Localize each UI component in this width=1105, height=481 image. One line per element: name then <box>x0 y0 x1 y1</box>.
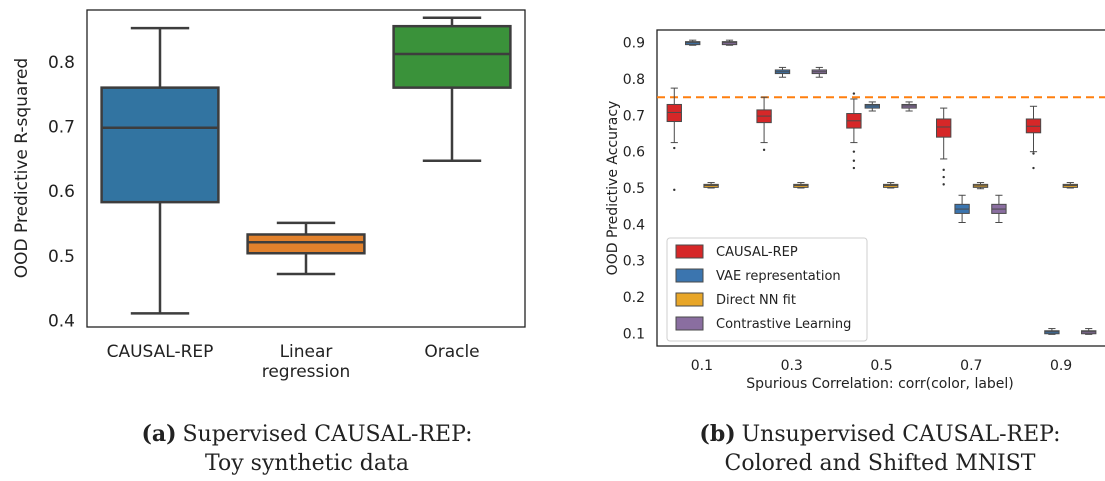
x-tick-label-line: CAUSAL-REP <box>107 342 214 362</box>
y-tick-label: 0.8 <box>623 72 645 88</box>
outlier-point <box>852 150 856 153</box>
legend-label: Direct NN fit <box>716 293 796 308</box>
outlier-point <box>852 92 856 95</box>
x-tick-label: Oracle <box>424 342 479 362</box>
caption-a-text: Supervised CAUSAL-REP: <box>183 422 473 447</box>
panel-b-y-ticks: 0.1 0.2 0.3 0.4 0.5 0.6 0.7 0.8 0.9 <box>623 36 645 343</box>
caption-b-line1: (b) Unsupervised CAUSAL-REP: <box>699 421 1060 447</box>
box <box>246 233 366 255</box>
panel-b-chart: 0.1 0.2 0.3 0.4 0.5 0.6 0.7 0.8 0.9 0.1 0.3 0.5 0.7… <box>605 29 1105 392</box>
panel-b-boxes <box>666 39 1097 335</box>
y-tick-label: 0.4 <box>623 217 645 233</box>
x-tick-label: 0.3 <box>781 358 803 374</box>
legend-frame <box>666 237 868 342</box>
x-tick-label: 0.5 <box>870 358 892 374</box>
panel-a-boxes <box>100 16 512 315</box>
panel-b-x-axis-label: Spurious Correlation: corr(color, label) <box>746 376 1014 392</box>
caption-a-line2: Toy synthetic data <box>205 451 409 476</box>
legend-swatch <box>675 292 704 307</box>
x-tick-label-line: regression <box>262 362 351 382</box>
panel-b-legend: CAUSAL-REP VAE representation Direct NN fi… <box>666 237 868 342</box>
panel-a-chart: 0.4 0.5 0.6 0.7 0.8 CAUSAL-REP Linear regressi… <box>12 9 526 382</box>
outlier-point <box>673 146 676 150</box>
panel-a-plot-frame <box>86 9 526 328</box>
box <box>936 118 952 138</box>
y-tick-label: 0.7 <box>48 117 75 137</box>
legend-label: Contrastive Learning <box>716 317 851 332</box>
x-tick-label: Linear regression <box>262 342 351 382</box>
caption-b-tag: (b) <box>699 421 735 447</box>
outlier-point <box>942 183 945 186</box>
outlier-point <box>942 175 945 179</box>
outlier-point <box>852 159 856 162</box>
legend-label: VAE representation <box>716 269 841 284</box>
panel-a-y-ticks: 0.4 0.5 0.6 0.7 0.8 <box>48 53 75 332</box>
outlier-point <box>1032 152 1035 155</box>
panel-b-x-ticks: 0.1 0.3 0.5 0.7 0.9 <box>691 358 1072 374</box>
panel-b-plot-frame <box>656 29 1105 347</box>
box <box>666 103 682 123</box>
caption-b-text: Unsupervised CAUSAL-REP: <box>742 422 1061 447</box>
y-tick-label: 0.6 <box>48 182 75 202</box>
y-tick-label: 0.4 <box>48 312 75 332</box>
y-tick-label: 0.3 <box>623 254 645 270</box>
legend-swatch <box>675 244 704 259</box>
x-tick-label-line: Oracle <box>424 342 479 362</box>
caption-b-line2: Colored and Shifted MNIST <box>725 451 1036 476</box>
legend-swatch <box>675 268 704 283</box>
outlier-point <box>942 168 945 172</box>
panel-b-y-axis-label: OOD Predictive Accuracy <box>605 101 621 276</box>
caption-a-line1: (a) Supervised CAUSAL-REP: <box>141 421 472 447</box>
y-tick-label: 0.5 <box>48 247 75 267</box>
y-tick-label: 0.2 <box>623 290 645 306</box>
panel-a-x-ticks: CAUSAL-REP Linear regression Oracle <box>107 342 480 382</box>
box <box>100 86 220 204</box>
x-tick-label: CAUSAL-REP <box>107 342 214 362</box>
box <box>392 24 512 89</box>
y-tick-label: 0.8 <box>48 53 75 73</box>
outlier-point <box>762 148 766 152</box>
outlier-point <box>852 166 856 170</box>
y-tick-label: 0.7 <box>623 108 645 124</box>
panel-a-y-axis-label: OOD Predictive R-squared <box>12 58 32 278</box>
caption-a-tag: (a) <box>141 421 176 447</box>
y-tick-label: 0.1 <box>623 326 645 342</box>
outlier-point <box>1032 166 1035 170</box>
legend-swatch <box>675 316 704 331</box>
x-tick-label: 0.7 <box>960 358 982 374</box>
legend-label: CAUSAL-REP <box>716 245 798 260</box>
outlier-point <box>673 188 676 192</box>
y-tick-label: 0.5 <box>623 181 645 197</box>
x-tick-label-line: Linear <box>280 342 333 362</box>
y-tick-label: 0.9 <box>623 36 645 52</box>
x-tick-label: 0.9 <box>1050 358 1072 374</box>
x-tick-label: 0.1 <box>691 358 713 374</box>
y-tick-label: 0.6 <box>623 145 645 161</box>
